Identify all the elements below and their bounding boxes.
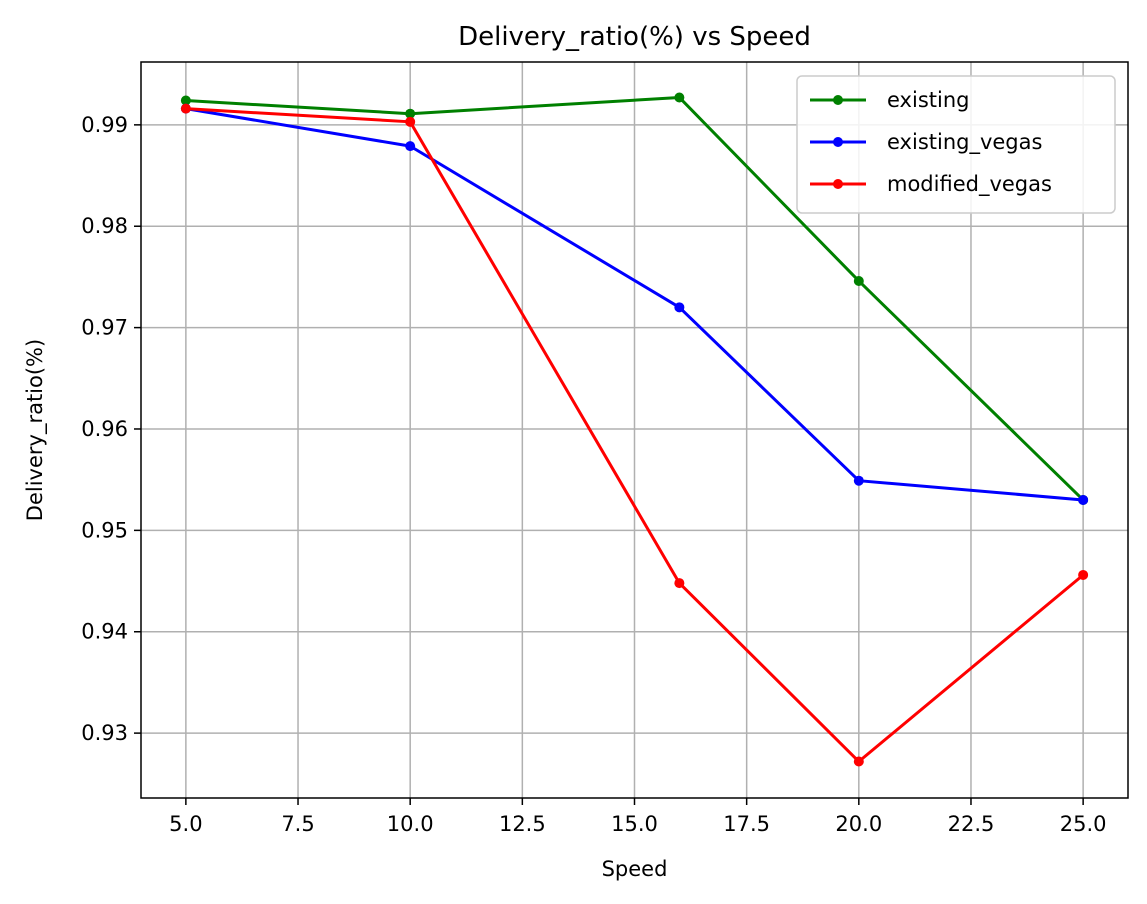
data-point — [853, 756, 864, 767]
chart-title: Delivery_ratio(%) vs Speed — [458, 22, 811, 52]
y-tick-label: 0.96 — [81, 417, 128, 441]
data-point — [405, 116, 416, 127]
legend-marker — [833, 137, 843, 147]
data-point — [853, 475, 864, 486]
y-axis-label: Delivery_ratio(%) — [23, 339, 48, 521]
series-existing — [180, 92, 1089, 505]
data-point — [674, 302, 685, 313]
data-point — [405, 141, 416, 152]
y-tick-label: 0.99 — [81, 113, 128, 137]
legend-item: existing_vegas — [810, 130, 1042, 155]
data-point — [1078, 494, 1089, 505]
x-tick-label: 20.0 — [835, 812, 882, 836]
data-point — [674, 92, 685, 103]
data-point — [853, 275, 864, 286]
legend-marker — [833, 179, 843, 189]
tick-layer: 5.0 7.5 10.0 12.5 15.0 17.5 20.0 22.5 25.0 0.93 0.… — [81, 113, 1106, 836]
legend-item: existing — [810, 88, 969, 112]
x-tick-label: 25.0 — [1060, 812, 1107, 836]
x-tick-label: 5.0 — [169, 812, 202, 836]
data-point — [674, 578, 685, 589]
legend-label: modified_vegas — [887, 172, 1052, 197]
x-tick-label: 22.5 — [948, 812, 995, 836]
y-tick-label: 0.93 — [81, 721, 128, 745]
x-tick-label: 10.0 — [387, 812, 434, 836]
data-point — [405, 108, 416, 119]
series-modified-vegas — [180, 103, 1089, 767]
x-tick-label: 17.5 — [723, 812, 770, 836]
y-tick-label: 0.98 — [81, 214, 128, 238]
legend-label: existing_vegas — [887, 130, 1042, 155]
series-layer — [180, 92, 1089, 767]
legend-marker — [833, 95, 843, 105]
x-tick-label: 7.5 — [281, 812, 314, 836]
y-tick-label: 0.97 — [81, 316, 128, 340]
legend-label: existing — [887, 88, 969, 112]
x-tick-label: 15.0 — [611, 812, 658, 836]
y-tick-label: 0.95 — [81, 518, 128, 542]
y-tick-label: 0.94 — [81, 620, 128, 644]
legend-box — [796, 75, 1116, 214]
legend: existing existing_vegas modified_vegas — [796, 75, 1116, 214]
legend-item: modified_vegas — [810, 172, 1052, 197]
data-point — [180, 95, 191, 106]
data-point — [180, 103, 191, 114]
x-tick-label: 12.5 — [499, 812, 546, 836]
data-point — [1078, 569, 1089, 580]
x-axis-label: Speed — [602, 857, 668, 881]
